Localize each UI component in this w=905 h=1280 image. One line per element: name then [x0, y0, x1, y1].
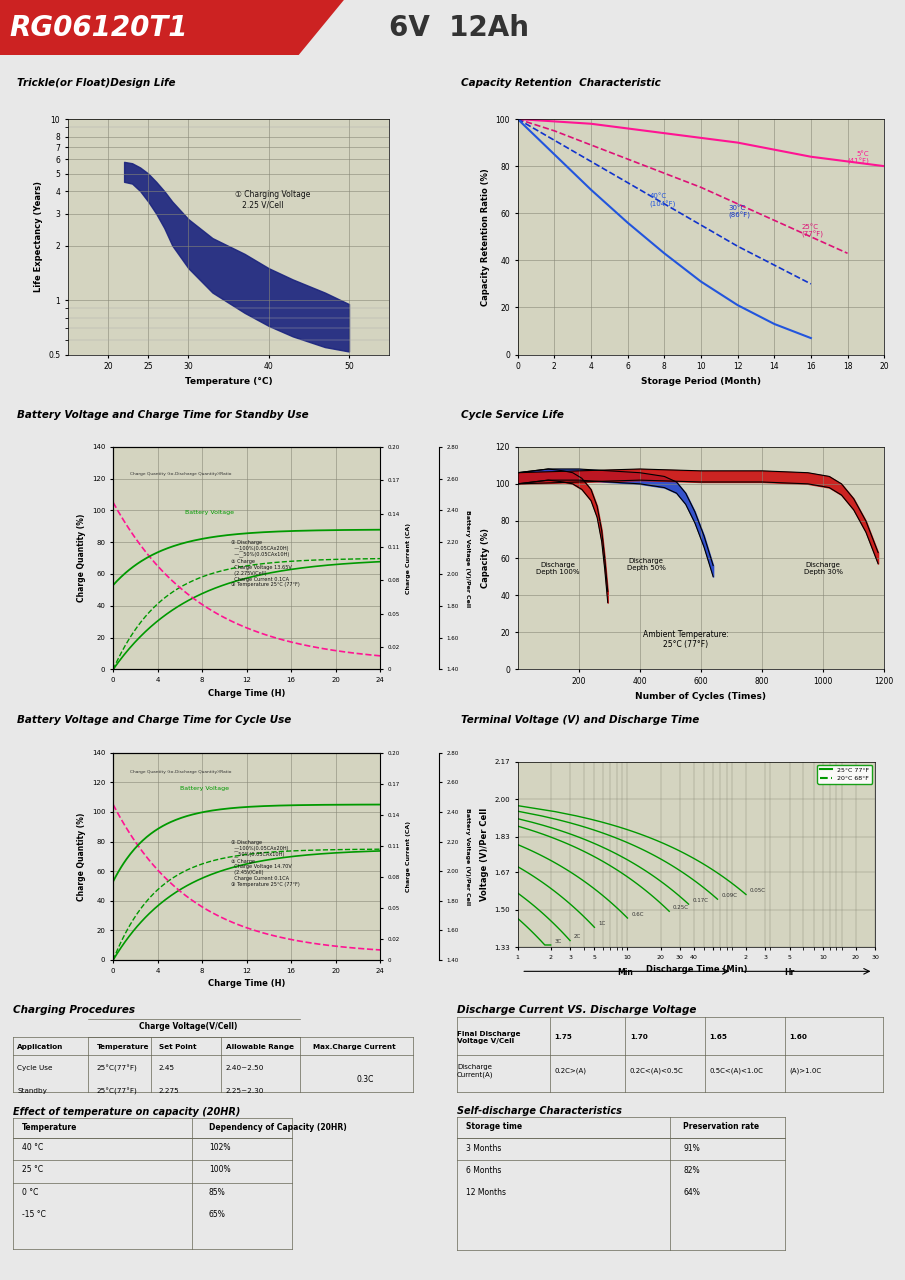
Text: 2.25~2.30: 2.25~2.30 — [225, 1088, 264, 1094]
Text: 0.17C: 0.17C — [692, 899, 709, 902]
Text: 25°C(77°F): 25°C(77°F) — [97, 1088, 138, 1094]
Text: 100%: 100% — [209, 1165, 231, 1174]
Text: Terminal Voltage (V) and Discharge Time: Terminal Voltage (V) and Discharge Time — [462, 716, 700, 724]
Text: Hr: Hr — [785, 968, 795, 977]
Text: Max.Charge Current: Max.Charge Current — [313, 1043, 395, 1050]
Text: Capacity Retention  Characteristic: Capacity Retention Characteristic — [462, 78, 662, 87]
Text: 25 °C: 25 °C — [22, 1165, 43, 1174]
Text: (A)>1.0C: (A)>1.0C — [789, 1068, 822, 1074]
Text: 6V  12Ah: 6V 12Ah — [389, 14, 529, 41]
X-axis label: Storage Period (Month): Storage Period (Month) — [641, 376, 761, 385]
Text: 0.2C<(A)<0.5C: 0.2C<(A)<0.5C — [630, 1068, 683, 1074]
Y-axis label: Charge Quantity (%): Charge Quantity (%) — [78, 812, 87, 901]
X-axis label: Charge Time (H): Charge Time (H) — [208, 979, 285, 988]
Text: Battery Voltage and Charge Time for Cycle Use: Battery Voltage and Charge Time for Cycl… — [17, 716, 291, 724]
Y-axis label: Battery Voltage (V)/Per Cell: Battery Voltage (V)/Per Cell — [465, 509, 470, 607]
Text: Battery Voltage and Charge Time for Standby Use: Battery Voltage and Charge Time for Stan… — [17, 410, 309, 420]
Text: 64%: 64% — [683, 1188, 700, 1197]
Y-axis label: Charge Current (CA): Charge Current (CA) — [405, 522, 411, 594]
Text: 1.65: 1.65 — [710, 1034, 728, 1041]
Text: 0.2C>(A): 0.2C>(A) — [555, 1068, 586, 1074]
Text: 91%: 91% — [683, 1143, 700, 1152]
Text: Charge Quantity (to-Discharge Quantity)/Ratio: Charge Quantity (to-Discharge Quantity)/… — [129, 472, 231, 476]
Text: Final Discharge
Voltage V/Cell: Final Discharge Voltage V/Cell — [457, 1030, 520, 1044]
Text: Charge Voltage(V/Cell): Charge Voltage(V/Cell) — [138, 1023, 237, 1032]
Text: 3C: 3C — [555, 940, 562, 943]
X-axis label: Discharge Time (Min): Discharge Time (Min) — [645, 965, 748, 974]
Text: ① Discharge
  —100%(0.05CAx20H)
  —⁐50%(0.05CAx10H)
② Charge
  Charge Voltage 13: ① Discharge —100%(0.05CAx20H) —⁐50%(0.05… — [231, 540, 300, 588]
Y-axis label: Charge Quantity (%): Charge Quantity (%) — [78, 513, 87, 603]
Text: 102%: 102% — [209, 1143, 231, 1152]
Text: 6 Months: 6 Months — [466, 1166, 501, 1175]
Text: 30°C
(86°F): 30°C (86°F) — [729, 205, 750, 219]
Text: Temperature: Temperature — [22, 1123, 77, 1132]
Text: 0 °C: 0 °C — [22, 1188, 38, 1197]
Text: Effect of temperature on capacity (20HR): Effect of temperature on capacity (20HR) — [14, 1107, 241, 1117]
Text: 2.45: 2.45 — [159, 1065, 175, 1071]
Text: Trickle(or Float)Design Life: Trickle(or Float)Design Life — [17, 78, 176, 87]
Text: Storage time: Storage time — [466, 1123, 522, 1132]
Y-axis label: Capacity Retention Ratio (%): Capacity Retention Ratio (%) — [481, 168, 490, 306]
Text: Discharge
Depth 100%: Discharge Depth 100% — [536, 562, 579, 575]
Text: 3 Months: 3 Months — [466, 1143, 501, 1152]
Text: 0.25C: 0.25C — [673, 905, 689, 910]
Text: 82%: 82% — [683, 1166, 700, 1175]
Text: Application: Application — [17, 1043, 63, 1050]
Text: Battery Voltage: Battery Voltage — [180, 786, 229, 791]
Text: 2.40~2.50: 2.40~2.50 — [225, 1065, 264, 1071]
Y-axis label: Charge Current (CA): Charge Current (CA) — [405, 820, 411, 892]
Text: Temperature: Temperature — [97, 1043, 149, 1050]
Text: Set Point: Set Point — [159, 1043, 196, 1050]
Text: 2C: 2C — [574, 934, 581, 940]
Text: Discharge
Depth 30%: Discharge Depth 30% — [804, 562, 843, 575]
Text: 40°C
(104°F): 40°C (104°F) — [650, 193, 676, 207]
Text: Standby: Standby — [17, 1088, 47, 1094]
X-axis label: Charge Time (H): Charge Time (H) — [208, 689, 285, 698]
Text: RG06120T1: RG06120T1 — [9, 14, 187, 41]
Text: 0.05C: 0.05C — [749, 888, 766, 893]
Text: ① Discharge
  —100%(0.05CAx20H)
  ⁐50%(0.05CAx10H)
② Charge
  Charge Voltage 14.: ① Discharge —100%(0.05CAx20H) ⁐50%(0.05C… — [231, 840, 300, 887]
Y-axis label: Battery Voltage (V)/Per Cell: Battery Voltage (V)/Per Cell — [465, 808, 470, 905]
Text: Discharge Current VS. Discharge Voltage: Discharge Current VS. Discharge Voltage — [457, 1005, 696, 1015]
Text: 0.5C<(A)<1.0C: 0.5C<(A)<1.0C — [710, 1068, 764, 1074]
Text: 0.3C: 0.3C — [357, 1075, 374, 1084]
Text: Discharge
Depth 50%: Discharge Depth 50% — [626, 558, 665, 571]
Text: Allowable Range: Allowable Range — [225, 1043, 293, 1050]
Text: Self-discharge Characteristics: Self-discharge Characteristics — [457, 1106, 622, 1116]
Legend: 25°C 77°F, 20°C 68°F: 25°C 77°F, 20°C 68°F — [817, 764, 872, 783]
Text: 0.09C: 0.09C — [721, 893, 738, 899]
Text: 85%: 85% — [209, 1188, 225, 1197]
Polygon shape — [0, 0, 344, 55]
Y-axis label: Life Expectancy (Years): Life Expectancy (Years) — [33, 182, 43, 292]
Text: -15 °C: -15 °C — [22, 1210, 45, 1219]
Text: 65%: 65% — [209, 1210, 225, 1219]
Text: 1.75: 1.75 — [555, 1034, 572, 1041]
Y-axis label: Capacity (%): Capacity (%) — [481, 529, 490, 588]
Text: Charging Procedures: Charging Procedures — [14, 1005, 135, 1015]
Text: 5°C
(41°F): 5°C (41°F) — [848, 151, 870, 165]
X-axis label: Number of Cycles (Times): Number of Cycles (Times) — [635, 691, 767, 700]
Text: Charge Quantity (to-Discharge Quantity)/Ratio: Charge Quantity (to-Discharge Quantity)/… — [129, 771, 231, 774]
Text: 25°C(77°F): 25°C(77°F) — [97, 1065, 138, 1071]
X-axis label: Temperature (°C): Temperature (°C) — [185, 376, 272, 385]
Text: Discharge
Current(A): Discharge Current(A) — [457, 1064, 493, 1078]
Y-axis label: Voltage (V)/Per Cell: Voltage (V)/Per Cell — [480, 808, 489, 901]
Text: 12 Months: 12 Months — [466, 1188, 506, 1197]
Text: Dependency of Capacity (20HR): Dependency of Capacity (20HR) — [209, 1123, 347, 1132]
Text: Cycle Use: Cycle Use — [17, 1065, 52, 1071]
Text: Cycle Service Life: Cycle Service Life — [462, 410, 564, 420]
Text: Min: Min — [617, 968, 633, 977]
Text: 2.275: 2.275 — [159, 1088, 180, 1094]
Text: 1.60: 1.60 — [789, 1034, 807, 1041]
Text: Ambient Temperature:
25°C (77°F): Ambient Temperature: 25°C (77°F) — [643, 630, 729, 649]
Text: 1.70: 1.70 — [630, 1034, 648, 1041]
Text: Preservation rate: Preservation rate — [683, 1123, 759, 1132]
Text: 40 °C: 40 °C — [22, 1143, 43, 1152]
Text: Battery Voltage: Battery Voltage — [186, 509, 234, 515]
Text: 25°C
(77°F): 25°C (77°F) — [802, 224, 824, 238]
Text: ① Charging Voltage
   2.25 V/Cell: ① Charging Voltage 2.25 V/Cell — [235, 189, 310, 209]
Text: 0.6C: 0.6C — [631, 911, 643, 916]
Text: 1C: 1C — [598, 922, 605, 927]
